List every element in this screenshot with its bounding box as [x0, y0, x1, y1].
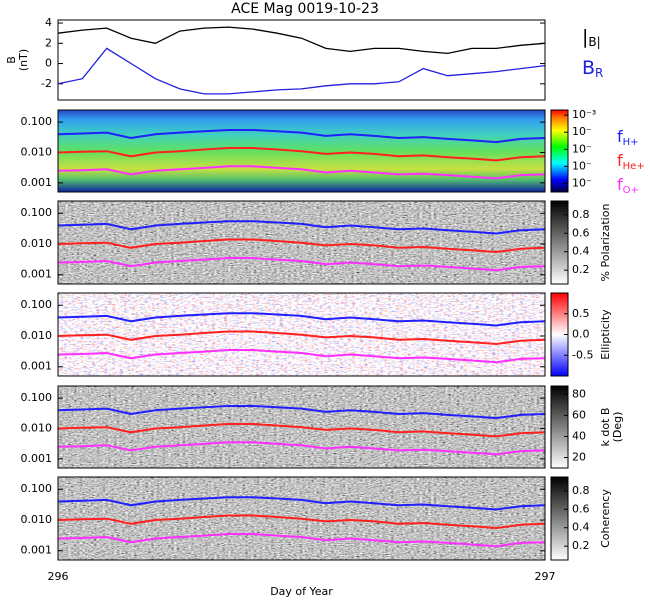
plot-frame — [57, 476, 546, 561]
colorbar-tick-label: 0.4 — [572, 245, 590, 258]
y-tick-label: 0.001 — [21, 452, 53, 465]
colorbar — [550, 385, 569, 469]
y-tick-label: 0.001 — [21, 360, 53, 373]
data-line — [57, 257, 546, 272]
colorbar-tick-label: 10⁻³ — [572, 108, 596, 121]
plot-frame — [57, 292, 546, 377]
chart-title: ACE Mag 0019-10-23 — [231, 1, 379, 17]
legend-label: |B| — [582, 26, 601, 49]
y-tick-label: 0.001 — [21, 176, 53, 189]
data-line — [57, 496, 546, 511]
y-axis-label: (nT) — [17, 49, 30, 71]
data-line — [57, 405, 546, 420]
colorbar-tick-label: -0.5 — [572, 348, 593, 361]
colorbar-label: k dot B — [599, 408, 612, 447]
colorbar-tick-label: 0.4 — [572, 521, 590, 534]
y-tick-label: 0.100 — [21, 115, 53, 128]
colorbar-tick-label: 10⁻ — [572, 159, 592, 172]
plot-frame — [57, 19, 546, 101]
y-tick-label: 0.001 — [21, 268, 53, 281]
colorbar — [550, 109, 569, 193]
data-line — [57, 165, 546, 180]
y-tick-label: 0.100 — [21, 482, 53, 495]
colorbar-tick-label: 80 — [572, 387, 586, 400]
data-line — [57, 47, 546, 95]
data-line — [57, 26, 546, 55]
data-line — [57, 147, 546, 162]
data-line — [57, 441, 546, 456]
colorbar-label: % Polarization — [599, 204, 612, 282]
colorbar-tick-label: 0.6 — [572, 226, 590, 239]
colorbar-tick-label: 0.8 — [572, 484, 590, 497]
colorbar-tick-label: 60 — [572, 408, 586, 421]
plot-frame — [57, 385, 546, 469]
y-tick-label: 0.010 — [21, 329, 53, 342]
y-tick-label: 0.001 — [21, 544, 53, 557]
colorbar-tick-label: 10⁻ — [572, 176, 592, 189]
legend-label: fO+ — [617, 175, 639, 197]
colorbar-label: Ellipticity — [599, 309, 612, 360]
data-line — [57, 129, 546, 144]
data-line — [57, 238, 546, 254]
y-tick-label: 2 — [45, 36, 52, 49]
legend-label: fHe+ — [617, 151, 645, 173]
y-tick-label: 0.100 — [21, 206, 53, 219]
colorbar — [550, 200, 569, 285]
colorbar-tick-label: 40 — [572, 429, 586, 442]
x-axis-label: Day of Year — [270, 585, 333, 598]
colorbar-label: (Deg) — [611, 412, 624, 443]
colorbar-tick-label: 20 — [572, 450, 586, 463]
legend-label: BR — [582, 57, 603, 80]
y-tick-label: 0.010 — [21, 237, 53, 250]
data-line — [57, 220, 546, 235]
data-line — [57, 312, 546, 327]
data-line — [57, 423, 546, 438]
colorbar-tick-label: 10⁻ — [572, 125, 592, 138]
colorbar-tick-label: 0.0 — [572, 328, 590, 341]
legend-label: fH+ — [617, 127, 639, 149]
y-tick-label: -2 — [41, 77, 52, 90]
y-tick-label: 0.100 — [21, 391, 53, 404]
colorbar-label: Coherency — [599, 489, 612, 548]
x-tick-label: 297 — [535, 570, 556, 583]
y-tick-label: 4 — [45, 16, 52, 29]
x-tick-label: 296 — [48, 570, 69, 583]
y-tick-label: 0.100 — [21, 298, 53, 311]
y-axis-label: B — [5, 56, 18, 64]
colorbar — [550, 476, 569, 561]
plot-frame — [57, 109, 546, 193]
data-line — [57, 349, 546, 364]
colorbar-tick-label: 0.6 — [572, 502, 590, 515]
data-line — [57, 514, 546, 530]
colorbar-tick-label: 10⁻ — [572, 142, 592, 155]
colorbar-tick-label: 0.2 — [572, 539, 590, 552]
colorbar-tick-label: 0.2 — [572, 263, 590, 276]
data-line — [57, 533, 546, 548]
y-tick-label: 0.010 — [21, 513, 53, 526]
colorbar-tick-label: 0.8 — [572, 208, 590, 221]
y-tick-label: 0.010 — [21, 421, 53, 434]
y-tick-label: 0.010 — [21, 145, 53, 158]
plot-frame — [57, 200, 546, 285]
y-tick-label: 0 — [45, 57, 52, 70]
colorbar-tick-label: 0.5 — [572, 307, 590, 320]
data-line — [57, 330, 546, 346]
